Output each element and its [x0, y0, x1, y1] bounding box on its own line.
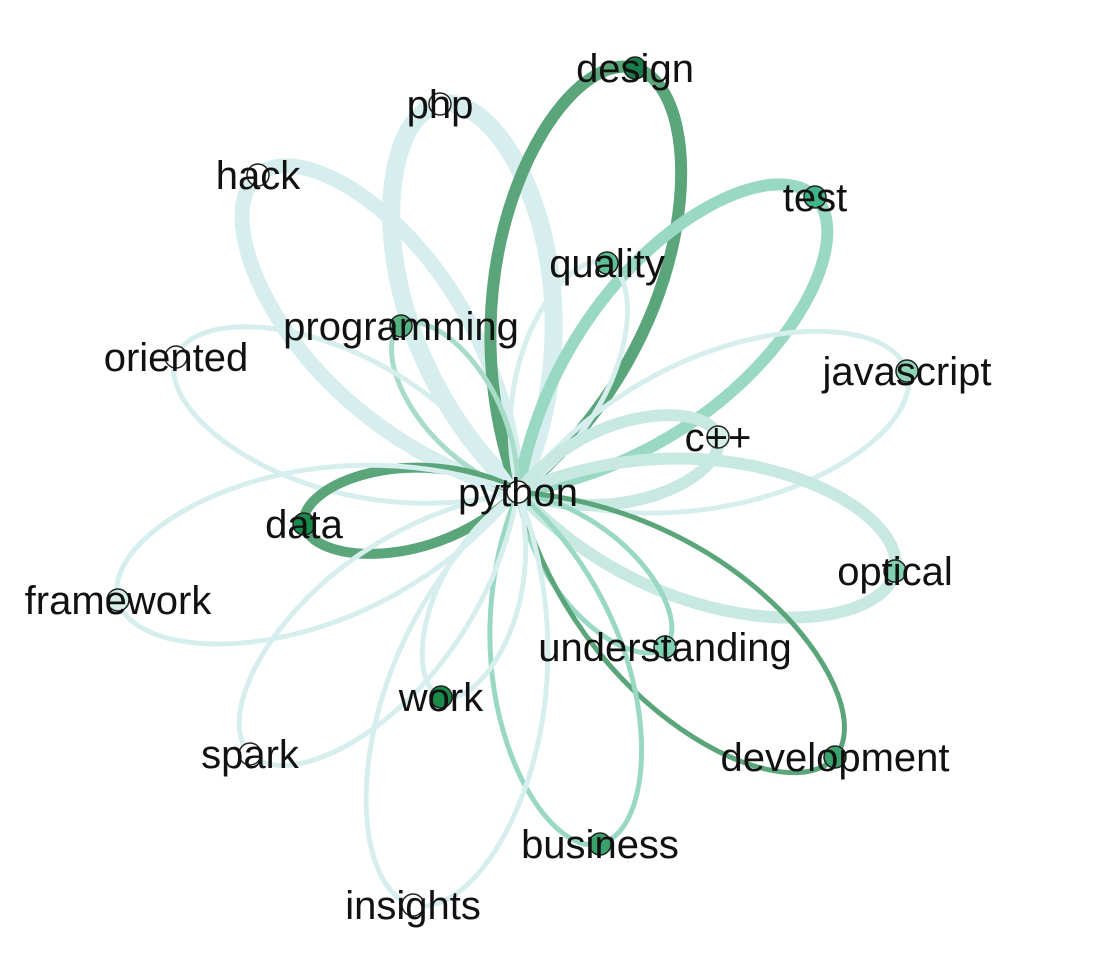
node-label-optical: optical — [837, 550, 953, 594]
node-work[interactable] — [429, 685, 453, 709]
node-php[interactable] — [428, 92, 452, 116]
node-label-programming: programming — [283, 305, 519, 349]
node-label-python: python — [458, 471, 578, 515]
node-label-php: php — [407, 83, 474, 127]
node-label-test: test — [783, 176, 847, 220]
node-label-cpp: c++ — [685, 416, 752, 460]
node-label-hack: hack — [216, 154, 301, 198]
node-label-understanding: understanding — [538, 626, 792, 670]
node-test[interactable] — [803, 185, 827, 209]
node-data[interactable] — [292, 512, 316, 536]
node-label-development: development — [720, 736, 949, 780]
nodes-layer — [106, 56, 919, 917]
node-business[interactable] — [588, 832, 612, 856]
node-label-insights: insights — [345, 884, 481, 928]
node-label-oriented: oriented — [104, 336, 249, 380]
node-spark[interactable] — [238, 742, 262, 766]
node-programming[interactable] — [389, 314, 413, 338]
node-javascript[interactable] — [895, 359, 919, 383]
node-insights[interactable] — [401, 893, 425, 917]
node-label-business: business — [521, 823, 679, 867]
node-quality[interactable] — [595, 251, 619, 275]
node-oriented[interactable] — [164, 345, 188, 369]
node-framework[interactable] — [106, 588, 130, 612]
node-understanding[interactable] — [653, 635, 677, 659]
labels-layer: design php hack test quality programming orien… — [25, 47, 992, 928]
node-label-framework: framework — [25, 579, 213, 623]
node-label-data: data — [265, 503, 344, 547]
node-python[interactable] — [506, 480, 530, 504]
node-label-design: design — [576, 47, 694, 91]
node-label-javascript: javascript — [822, 350, 992, 394]
node-label-quality: quality — [549, 242, 665, 286]
node-cpp[interactable] — [706, 425, 730, 449]
node-label-spark: spark — [201, 733, 300, 777]
node-design[interactable] — [623, 56, 647, 80]
node-optical[interactable] — [883, 559, 907, 583]
node-development[interactable] — [823, 745, 847, 769]
node-label-work: work — [398, 676, 484, 720]
node-hack[interactable] — [246, 163, 270, 187]
